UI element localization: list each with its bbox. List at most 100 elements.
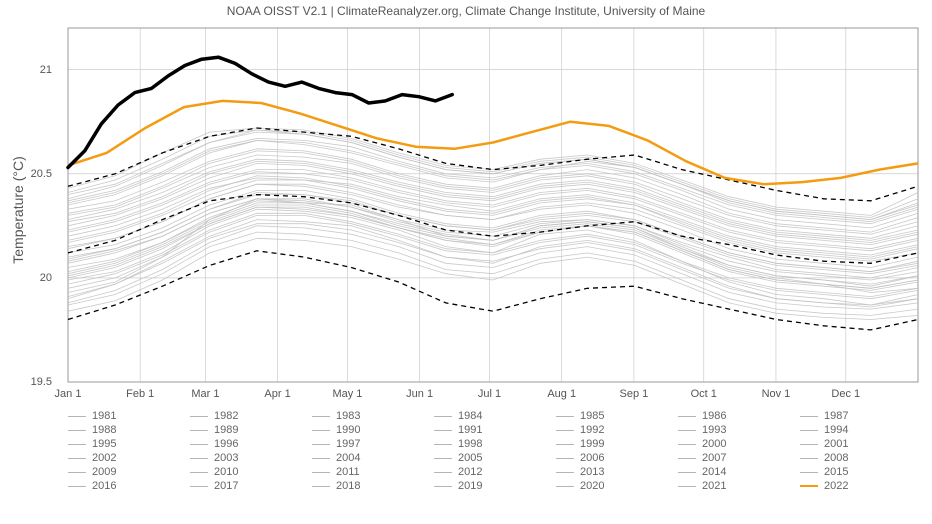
legend-item[interactable]: 2008: [800, 452, 920, 464]
legend-item[interactable]: 2020: [556, 480, 676, 492]
legend-label: 2016: [92, 480, 116, 492]
legend-item[interactable]: 1996: [190, 438, 310, 450]
legend-swatch: [800, 430, 818, 431]
legend-label: 2010: [214, 466, 238, 478]
legend-label: 1983: [336, 410, 360, 422]
legend-item[interactable]: 1985: [556, 410, 676, 422]
legend-item[interactable]: 1987: [800, 410, 920, 422]
legend-swatch: [678, 458, 696, 459]
legend-item[interactable]: 1992: [556, 424, 676, 436]
legend-item[interactable]: 2007: [678, 452, 798, 464]
legend-swatch: [190, 458, 208, 459]
y-tick-label: 20: [40, 272, 52, 284]
legend-item[interactable]: 1993: [678, 424, 798, 436]
legend-item[interactable]: 2019: [434, 480, 554, 492]
legend-label: 1988: [92, 424, 116, 436]
legend-item[interactable]: 2016: [68, 480, 188, 492]
legend-item[interactable]: 2004: [312, 452, 432, 464]
legend-swatch: [800, 472, 818, 473]
legend-item[interactable]: 2017: [190, 480, 310, 492]
legend-item[interactable]: 1983: [312, 410, 432, 422]
y-tick-label: 19.5: [31, 376, 52, 388]
legend-label: 1984: [458, 410, 482, 422]
legend-swatch: [434, 486, 452, 487]
legend-swatch: [800, 458, 818, 459]
legend-item[interactable]: 1994: [800, 424, 920, 436]
legend-item[interactable]: 2006: [556, 452, 676, 464]
legend-label: 1981: [92, 410, 116, 422]
legend-swatch: [678, 430, 696, 431]
legend-item[interactable]: 1988: [68, 424, 188, 436]
legend-label: 2015: [824, 466, 848, 478]
legend-item[interactable]: 2011: [312, 466, 432, 478]
x-tick-label: Oct 1: [691, 388, 717, 400]
legend-swatch: [312, 430, 330, 431]
legend-label: 1989: [214, 424, 238, 436]
legend-label: 2017: [214, 480, 238, 492]
x-tick-label: May 1: [332, 388, 362, 400]
legend-label: 1985: [580, 410, 604, 422]
legend-item[interactable]: 2010: [190, 466, 310, 478]
legend-item[interactable]: 1999: [556, 438, 676, 450]
legend-label: 2008: [824, 452, 848, 464]
legend-swatch: [678, 472, 696, 473]
legend-item[interactable]: 1995: [68, 438, 188, 450]
plot-area: [0, 0, 932, 400]
legend-item[interactable]: 2022: [800, 480, 920, 492]
legend-label: 2009: [92, 466, 116, 478]
legend-swatch: [678, 486, 696, 487]
legend-item[interactable]: 1982: [190, 410, 310, 422]
legend-label: 1982: [214, 410, 238, 422]
legend-swatch: [556, 458, 574, 459]
legend-swatch: [190, 430, 208, 431]
legend-label: 1996: [214, 438, 238, 450]
legend-swatch: [556, 430, 574, 431]
legend-swatch: [556, 416, 574, 417]
y-axis-ticks: 19.52020.521: [0, 0, 60, 400]
legend-item[interactable]: 2005: [434, 452, 554, 464]
legend-label: 2002: [92, 452, 116, 464]
x-tick-label: Mar 1: [191, 388, 219, 400]
legend-item[interactable]: 1997: [312, 438, 432, 450]
legend-item[interactable]: 2021: [678, 480, 798, 492]
legend-item[interactable]: 1981: [68, 410, 188, 422]
legend-label: 2012: [458, 466, 482, 478]
legend-swatch: [68, 458, 86, 459]
legend-item[interactable]: 2015: [800, 466, 920, 478]
legend-item[interactable]: 2000: [678, 438, 798, 450]
legend-label: 1997: [336, 438, 360, 450]
legend-item[interactable]: 2009: [68, 466, 188, 478]
legend-swatch: [434, 444, 452, 445]
legend-label: 2001: [824, 438, 848, 450]
legend-item[interactable]: 2012: [434, 466, 554, 478]
legend-item[interactable]: 2001: [800, 438, 920, 450]
legend-item[interactable]: 2013: [556, 466, 676, 478]
legend-label: 1999: [580, 438, 604, 450]
legend-label: 1990: [336, 424, 360, 436]
legend-swatch: [190, 486, 208, 487]
legend-swatch: [190, 472, 208, 473]
legend-label: 2011: [336, 466, 360, 478]
legend-item[interactable]: 2014: [678, 466, 798, 478]
legend-label: 2022: [824, 480, 848, 492]
legend-item[interactable]: 1998: [434, 438, 554, 450]
legend-item[interactable]: 2002: [68, 452, 188, 464]
legend-swatch: [68, 472, 86, 473]
legend-item[interactable]: 1990: [312, 424, 432, 436]
legend-item[interactable]: 1989: [190, 424, 310, 436]
legend-swatch: [312, 458, 330, 459]
legend-swatch: [678, 444, 696, 445]
legend-label: 2013: [580, 466, 604, 478]
legend-item[interactable]: 1986: [678, 410, 798, 422]
legend-swatch: [800, 416, 818, 417]
legend-swatch: [312, 472, 330, 473]
legend-swatch: [312, 416, 330, 417]
legend-item[interactable]: 1984: [434, 410, 554, 422]
legend-swatch: [434, 472, 452, 473]
legend-label: 1998: [458, 438, 482, 450]
legend-item[interactable]: 1991: [434, 424, 554, 436]
legend-swatch: [434, 458, 452, 459]
legend-label: 2021: [702, 480, 726, 492]
legend-item[interactable]: 2018: [312, 480, 432, 492]
legend-item[interactable]: 2003: [190, 452, 310, 464]
